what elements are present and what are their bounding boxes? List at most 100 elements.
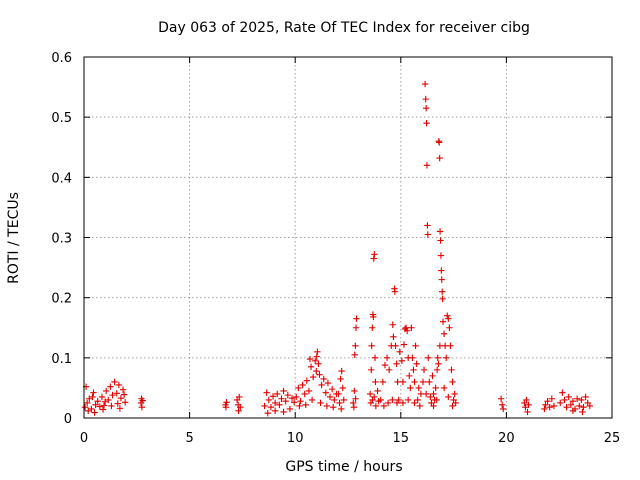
data-point <box>436 139 443 146</box>
x-tick-label: 20 <box>498 431 515 446</box>
data-point <box>374 387 381 395</box>
data-point <box>111 378 118 386</box>
data-point <box>306 355 314 363</box>
data-point <box>368 342 375 349</box>
data-point <box>370 255 377 262</box>
data-point <box>335 390 342 398</box>
data-point <box>390 333 397 340</box>
data-point <box>422 95 429 103</box>
data-point <box>381 361 389 369</box>
data-point <box>371 354 379 362</box>
data-point <box>340 396 347 404</box>
data-point <box>107 383 114 390</box>
data-point <box>307 363 315 371</box>
data-point <box>497 395 505 402</box>
data-point <box>350 403 358 411</box>
data-point <box>498 401 506 408</box>
data-point <box>384 399 392 407</box>
data-point <box>576 402 583 410</box>
data-point <box>439 295 446 303</box>
data-point <box>419 378 427 386</box>
data-point <box>420 366 428 374</box>
data-point <box>138 403 146 411</box>
data-point <box>336 399 343 407</box>
data-point <box>139 397 146 404</box>
data-point <box>303 377 311 384</box>
data-point <box>435 360 442 368</box>
data-point <box>222 403 230 411</box>
data-point <box>120 391 128 398</box>
data-point <box>320 375 327 383</box>
data-point <box>438 267 445 274</box>
data-point <box>449 402 456 410</box>
data-point <box>445 393 452 401</box>
data-point <box>323 402 331 410</box>
data-point <box>366 390 374 398</box>
data-point <box>100 402 108 409</box>
data-point <box>98 393 106 401</box>
data-point <box>411 378 418 386</box>
data-point <box>443 354 450 362</box>
data-point <box>299 381 306 389</box>
data-point <box>439 318 447 325</box>
data-point <box>409 354 416 362</box>
data-point <box>99 406 107 413</box>
data-point <box>389 321 396 328</box>
data-point <box>328 385 336 393</box>
data-point <box>392 342 399 349</box>
y-tick-label: 0.3 <box>51 232 72 247</box>
data-point <box>425 354 432 362</box>
data-point <box>436 228 444 235</box>
data-point <box>579 408 586 416</box>
data-point <box>263 389 270 396</box>
x-tick-label: 0 <box>80 431 88 446</box>
data-point <box>438 276 445 283</box>
data-point <box>410 366 417 374</box>
data-point <box>271 407 279 414</box>
data-point <box>117 394 125 402</box>
data-point <box>338 367 345 375</box>
data-point <box>331 396 338 404</box>
data-point <box>427 393 434 401</box>
data-point <box>284 391 292 399</box>
data-point <box>446 324 453 331</box>
x-tick-label: 10 <box>287 431 304 446</box>
data-point <box>94 397 101 405</box>
data-point <box>452 399 459 407</box>
data-point <box>119 386 127 393</box>
data-point <box>403 327 411 334</box>
data-point <box>399 378 407 386</box>
data-point <box>430 402 437 410</box>
data-point <box>542 401 549 408</box>
data-point <box>369 324 376 331</box>
data-point <box>440 384 448 392</box>
data-point <box>449 378 456 386</box>
data-point <box>305 387 313 395</box>
data-point <box>412 342 419 349</box>
data-point <box>408 324 415 331</box>
data-point <box>406 372 413 380</box>
data-point <box>261 402 268 410</box>
data-point <box>411 399 418 407</box>
data-point <box>89 393 96 401</box>
data-point <box>301 390 308 398</box>
data-point <box>445 315 452 322</box>
data-point <box>318 381 325 389</box>
data-point <box>422 104 430 112</box>
y-tick-label: 0.5 <box>51 111 72 126</box>
data-point <box>352 342 359 349</box>
data-point <box>109 391 116 399</box>
data-point <box>337 375 344 383</box>
data-point <box>352 324 360 331</box>
data-point <box>316 371 323 378</box>
data-point <box>315 360 322 368</box>
data-point <box>353 315 360 322</box>
data-point <box>524 408 531 416</box>
data-point <box>352 395 359 402</box>
data-point <box>422 390 430 398</box>
data-point <box>586 402 594 410</box>
y-tick-labels: 0 0.1 0.2 0.3 0.4 0.5 0.6 <box>51 51 72 427</box>
data-point <box>278 395 285 402</box>
data-point <box>432 384 439 392</box>
data-point <box>426 378 433 386</box>
